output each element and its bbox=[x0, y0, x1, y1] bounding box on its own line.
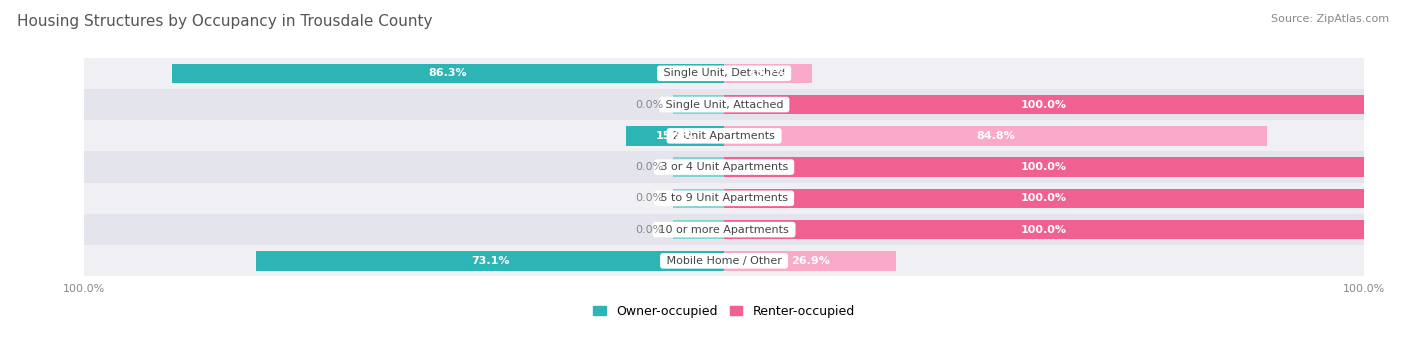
Bar bbox=[673, 158, 724, 177]
Text: Single Unit, Attached: Single Unit, Attached bbox=[662, 100, 786, 109]
Text: Housing Structures by Occupancy in Trousdale County: Housing Structures by Occupancy in Trous… bbox=[17, 14, 433, 29]
Text: 100.0%: 100.0% bbox=[1021, 162, 1067, 172]
Bar bbox=[724, 220, 1364, 239]
Text: 0.0%: 0.0% bbox=[636, 162, 664, 172]
Bar bbox=[724, 126, 1267, 146]
Bar bbox=[724, 64, 811, 83]
Bar bbox=[84, 214, 1364, 245]
Text: Source: ZipAtlas.com: Source: ZipAtlas.com bbox=[1271, 14, 1389, 24]
Text: 5 to 9 Unit Apartments: 5 to 9 Unit Apartments bbox=[657, 193, 792, 203]
Bar bbox=[673, 189, 724, 208]
Bar bbox=[172, 64, 724, 83]
Bar bbox=[84, 183, 1364, 214]
Text: 26.9%: 26.9% bbox=[790, 256, 830, 266]
Text: 2 Unit Apartments: 2 Unit Apartments bbox=[669, 131, 779, 141]
Bar bbox=[256, 251, 724, 270]
Text: 100.0%: 100.0% bbox=[1021, 225, 1067, 235]
Legend: Owner-occupied, Renter-occupied: Owner-occupied, Renter-occupied bbox=[589, 300, 859, 323]
Bar bbox=[724, 251, 896, 270]
Bar bbox=[724, 158, 1364, 177]
Text: 0.0%: 0.0% bbox=[636, 225, 664, 235]
Bar bbox=[84, 58, 1364, 89]
Text: 15.3%: 15.3% bbox=[657, 131, 695, 141]
Text: 84.8%: 84.8% bbox=[976, 131, 1015, 141]
Text: Single Unit, Detached: Single Unit, Detached bbox=[659, 68, 789, 78]
Text: 73.1%: 73.1% bbox=[471, 256, 509, 266]
Bar bbox=[84, 89, 1364, 120]
Bar bbox=[724, 189, 1364, 208]
Text: 100.0%: 100.0% bbox=[1021, 193, 1067, 203]
Bar bbox=[84, 151, 1364, 183]
Text: Mobile Home / Other: Mobile Home / Other bbox=[662, 256, 786, 266]
Text: 100.0%: 100.0% bbox=[1021, 100, 1067, 109]
Text: 10 or more Apartments: 10 or more Apartments bbox=[655, 225, 793, 235]
Text: 13.7%: 13.7% bbox=[748, 68, 787, 78]
Text: 3 or 4 Unit Apartments: 3 or 4 Unit Apartments bbox=[657, 162, 792, 172]
Bar bbox=[84, 120, 1364, 151]
Text: 0.0%: 0.0% bbox=[636, 100, 664, 109]
Bar bbox=[84, 245, 1364, 277]
Bar bbox=[673, 220, 724, 239]
Text: 86.3%: 86.3% bbox=[429, 68, 467, 78]
Bar bbox=[626, 126, 724, 146]
Bar bbox=[724, 95, 1364, 114]
Text: 0.0%: 0.0% bbox=[636, 193, 664, 203]
Bar bbox=[673, 95, 724, 114]
